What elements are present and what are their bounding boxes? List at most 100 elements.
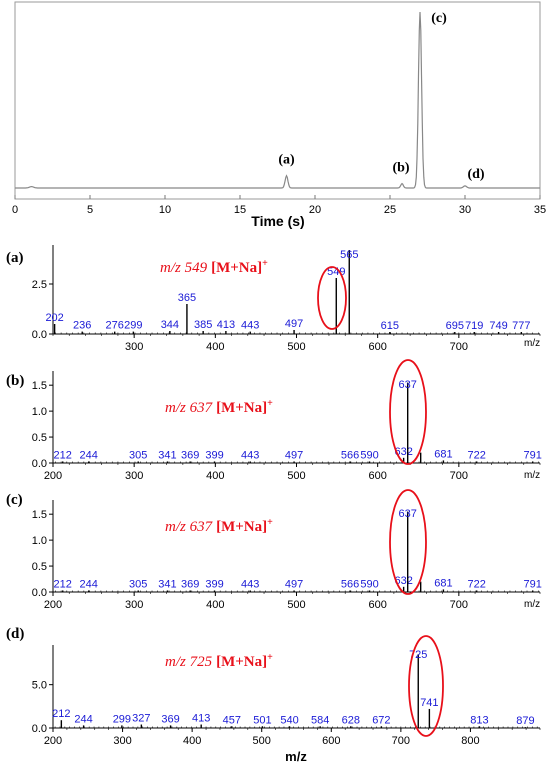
x-tick-label: 400 [206,599,224,611]
ms-panel-c: (c) 0.0 0.5 1.0 1.5 200 300 400 500 600 700 212 2… [6,489,542,611]
x-tick-label: 300 [125,470,143,482]
ms-peak-label: 628 [342,714,360,726]
ms-panel-c-label: (c) [6,492,23,508]
y-tick-label: 2.5 [32,279,47,291]
ms-peak-label: 681 [434,448,452,460]
ms-panel-c-x-unit: m/z [524,599,540,610]
ms-peak-label: 501 [253,714,271,726]
ms-panel-d-x-axis-label: m/z [285,749,307,764]
chromatogram-trace [15,11,540,189]
y-tick-label: 0.0 [32,329,47,341]
ms-panel-c-annotation: m/z 637 [M+Na]+ [165,517,273,535]
chromatogram-chart: 0 5 10 15 20 25 30 35 (a) (b) (c) (d) Time (s) [12,1,546,229]
x-tick-label: 800 [461,735,479,747]
ms-peak-label: 244 [80,449,98,461]
ms-panel-d-highlight-ellipse [408,635,444,737]
ms-peak-label: 413 [192,713,210,725]
y-tick-label: 0.0 [32,587,47,599]
ms-peak-label: 590 [360,578,378,590]
ms-panel-b-label: (b) [6,373,24,389]
ms-peak-label: 399 [205,578,223,590]
x-tick-label: 500 [287,341,305,353]
ms-panel-d-peaks: 212 244 299 327 369 413 457 501 540 584 628 6727257… [52,649,538,728]
ms-peak-label: 202 [45,312,63,324]
x-tick-label: 400 [183,735,201,747]
ms-panel-a-annotation-ion: [M+Na] [211,260,262,276]
ms-peak-label: 413 [217,319,235,331]
ms-peak-label: 584 [311,714,329,726]
chromatogram-x-tick-label: 25 [384,204,396,216]
ms-peak-label: 212 [52,708,70,720]
y-tick-label: 0.0 [32,723,47,735]
ms-peak-label: 590 [360,449,378,461]
ms-panel-b-annotation-ion: [M+Na] [216,400,267,416]
ms-peak-label: 344 [161,319,179,331]
ms-panel-a: (a) 0.0 2.5 300 400 500 600 700 202 236 276 299 3… [6,245,541,353]
ms-panel-b-annotation-sup: + [267,398,273,409]
x-tick-label: 600 [368,599,386,611]
ms-peak-label: 741 [420,697,438,709]
x-tick-label: 700 [450,470,468,482]
x-tick-label: 700 [450,599,468,611]
chromatogram-x-tick-label: 5 [87,204,93,216]
ms-peak-label: 369 [181,449,199,461]
ms-peak-label: 777 [512,320,530,332]
chromatogram-peak-labels: (a) (b) (c) (d) [278,11,485,182]
ms-peak-label: 305 [129,449,147,461]
ms-panel-a-annotation: m/z 549 [M+Na]+ [160,258,268,276]
x-tick-label: 700 [450,341,468,353]
y-tick-label: 0.5 [32,561,47,573]
ms-peak-label: 497 [285,318,303,330]
ms-peak-label: 565 [340,249,358,261]
ms-peak-label: 299 [113,713,131,725]
ms-peak-label: 457 [223,714,241,726]
ms-panel-c-annotation-mz: m/z 637 [165,519,214,535]
ms-peak-label: 341 [158,578,176,590]
ms-peak-label: 341 [158,449,176,461]
y-tick-label: 0.0 [32,458,47,470]
chromatogram-peak-label: (a) [278,153,295,168]
x-tick-label: 600 [322,735,340,747]
x-tick-label: 600 [368,470,386,482]
x-tick-label: 200 [44,470,62,482]
ms-peak-label: 276 [106,320,124,332]
ms-panel-c-highlight-ellipse [389,489,427,595]
ms-peak-label: 497 [285,578,303,590]
ms-peak-label: 749 [489,320,507,332]
ms-peak-label: 212 [54,578,72,590]
ms-panel-d-label: (d) [6,626,24,642]
ms-panel-d-annotation: m/z 725 [M+Na]+ [165,652,273,670]
ms-peak-label: 681 [434,577,452,589]
x-tick-label: 500 [253,735,271,747]
ms-peak-label: 637 [399,508,417,520]
ms-peak-label: 365 [178,292,196,304]
ms-peak-label: 722 [468,449,486,461]
chromatogram-x-ticks: 0 5 10 15 20 25 30 35 [12,195,546,216]
ms-peak-label: 566 [341,449,359,461]
chromatogram-x-tick-label: 15 [234,204,246,216]
ms-panel-d: (d) 0.0 5.0 200 300 400 500 600 700 800 212 244 2… [6,626,541,764]
ms-panel-a-annotation-mz: m/z 549 [160,260,208,276]
x-tick-label: 500 [287,470,305,482]
ms-panel-b-y-ticks: 0.0 0.5 1.0 1.5 [32,380,53,470]
ms-peak-label: 244 [74,713,92,725]
x-tick-label: 200 [44,599,62,611]
chromatogram-peak-label: (d) [467,167,484,182]
ms-peak-label: 236 [73,320,91,332]
ms-panel-a-x-ticks: 300 400 500 600 700 [52,334,541,353]
ms-panel-a-highlight-ellipse [317,266,347,330]
y-tick-label: 1.5 [32,509,47,521]
x-tick-label: 600 [368,341,386,353]
x-tick-label: 200 [44,735,62,747]
chromatogram-x-tick-label: 10 [159,204,171,216]
ms-peak-label: 566 [341,578,359,590]
ms-peak-label: 443 [241,578,259,590]
ms-panel-b-x-ticks: 200 300 400 500 600 700 [44,463,541,482]
x-tick-label: 400 [206,470,224,482]
x-tick-label: 400 [206,341,224,353]
x-tick-label: 300 [125,341,143,353]
ms-peak-label: 791 [524,449,542,461]
